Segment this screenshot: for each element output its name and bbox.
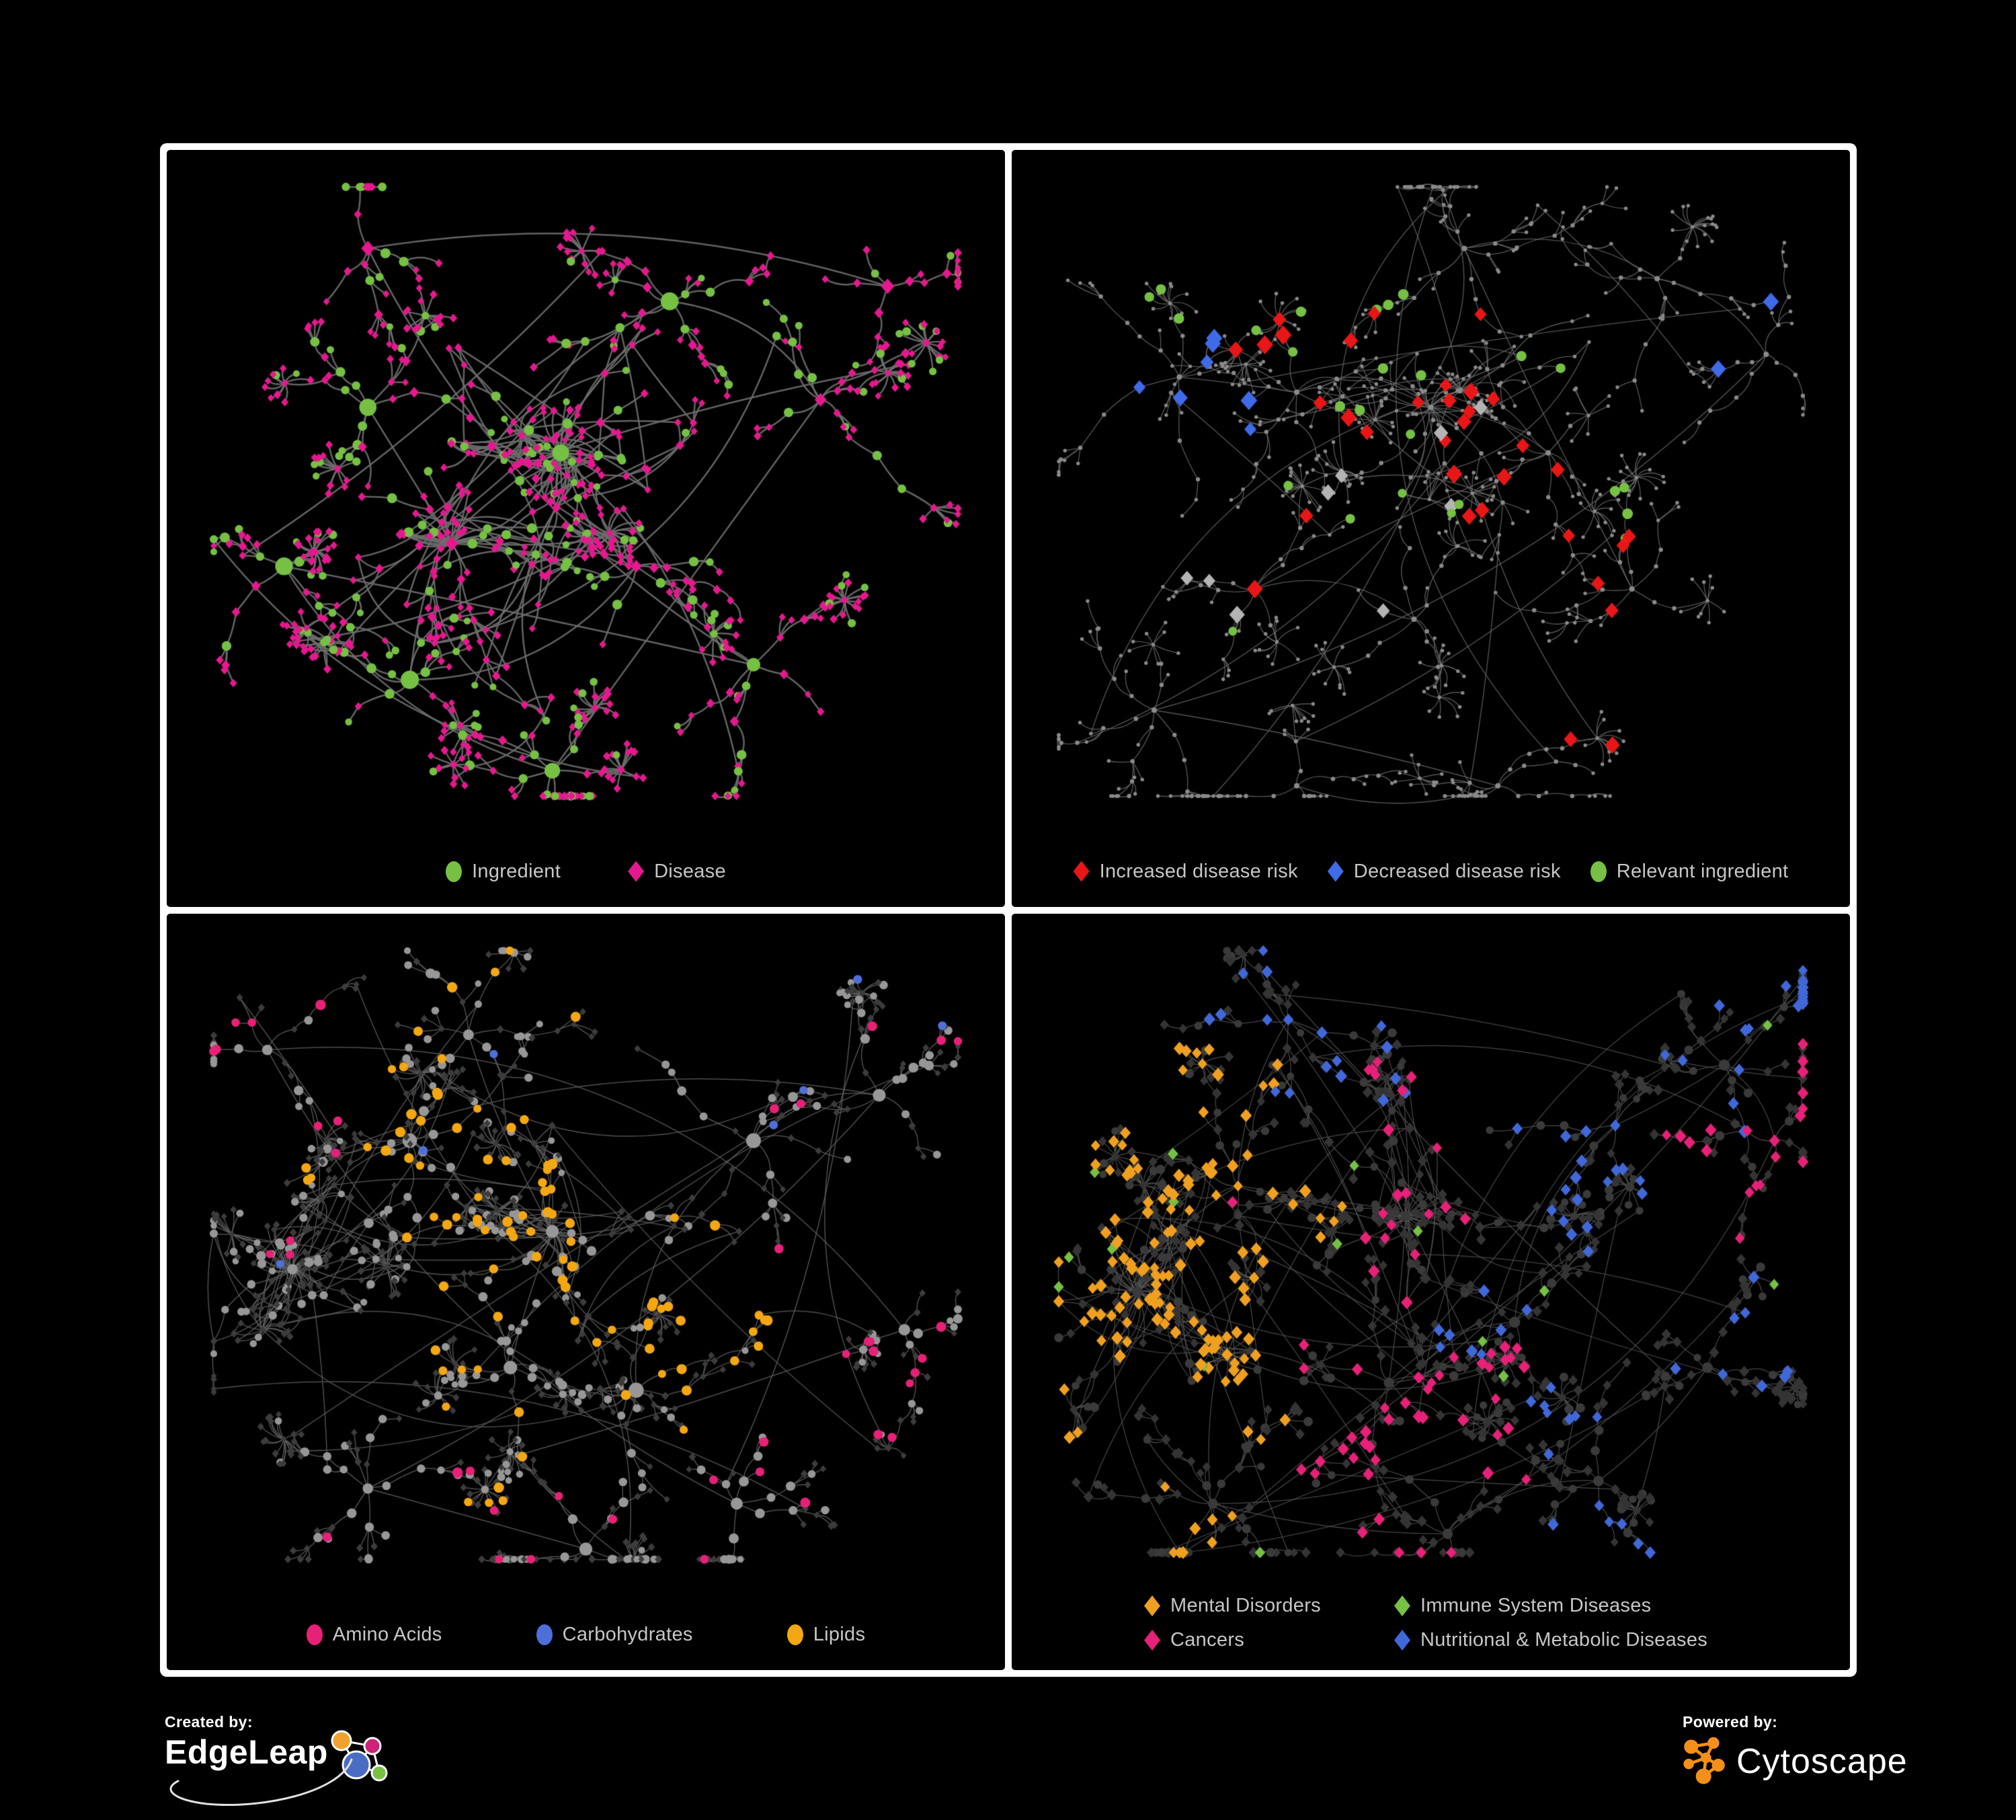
panel-nutrient-class: Amino Acids Carbohydrates Lipids [167, 913, 1005, 1670]
edgeleap-swoosh [169, 1758, 353, 1807]
legend-label-amino-acids: Amino Acids [332, 1624, 442, 1645]
decreased-risk-swatch-icon [1327, 861, 1344, 882]
panel-grid: Ingredient Disease Increased disease ris… [160, 143, 1857, 1677]
legend-label-disease: Disease [654, 860, 726, 882]
network-canvas-nutrient-class [167, 913, 1005, 1670]
ingredient-swatch-icon [446, 861, 462, 882]
legend-item-nutritional-metabolic-diseases: Nutritional & Metabolic Diseases [1394, 1629, 1707, 1651]
immune-system-diseases-swatch-icon [1394, 1595, 1410, 1616]
legend-item-disease: Disease [628, 861, 726, 883]
increased-risk-swatch-icon [1073, 861, 1090, 882]
legend-item-carbohydrates: Carbohydrates [536, 1624, 693, 1646]
legend-nutrient-class: Amino Acids Carbohydrates Lipids [167, 1624, 1005, 1646]
nutritional-metabolic-diseases-swatch-icon [1394, 1630, 1410, 1651]
edgeleap-wordmark: EdgeLeap [165, 1733, 328, 1771]
legend-item-ingredient: Ingredient [446, 861, 561, 883]
legend-item-mental-disorders: Mental Disorders [1144, 1595, 1394, 1617]
legend-label-carbohydrates: Carbohydrates [562, 1624, 693, 1645]
legend-item-lipids: Lipids [787, 1624, 866, 1646]
legend-label-mental-disorders: Mental Disorders [1170, 1595, 1321, 1616]
network-canvas-disease-risk [1012, 150, 1850, 907]
network-canvas-disease-class [1012, 913, 1850, 1670]
cytoscape-wordmark: Cytoscape [1736, 1742, 1908, 1781]
powered-by-label: Powered by: [1683, 1713, 1778, 1731]
legend-ingredient-disease: Ingredient Disease [167, 861, 1005, 883]
created-by-block: Created by: EdgeLeap [165, 1713, 401, 1807]
powered-by-block: Powered by: Cytoscape [1683, 1713, 1908, 1786]
legend-item-cancers: Cancers [1144, 1629, 1394, 1651]
legend-item-increased-risk: Increased disease risk [1073, 860, 1298, 883]
cytoscape-logo-icon [1683, 1737, 1725, 1784]
created-by-label: Created by: [165, 1713, 253, 1731]
legend-label-immune-system-diseases: Immune System Diseases [1420, 1595, 1652, 1616]
cancers-swatch-icon [1144, 1630, 1160, 1651]
legend-item-immune-system-diseases: Immune System Diseases [1394, 1595, 1707, 1617]
legend-disease-risk: Increased disease risk Decreased disease… [1012, 861, 1850, 883]
legend-label-relevant-ingredient: Relevant ingredient [1616, 860, 1789, 882]
legend-item-relevant-ingredient: Relevant ingredient [1590, 861, 1789, 883]
edgeleap-logo-icon [331, 1730, 388, 1782]
legend-item-decreased-risk: Decreased disease risk [1327, 860, 1561, 883]
legend-label-ingredient: Ingredient [472, 860, 561, 882]
legend-label-decreased-risk: Decreased disease risk [1353, 860, 1561, 882]
legend-item-amino-acids: Amino Acids [306, 1624, 442, 1646]
legend-label-nutritional-metabolic-diseases: Nutritional & Metabolic Diseases [1420, 1629, 1708, 1651]
panel-disease-class: Mental Disorders Immune System Diseases … [1012, 913, 1850, 1670]
relevant-ingredient-swatch-icon [1590, 861, 1607, 882]
carbohydrates-swatch-icon [536, 1624, 553, 1645]
disease-swatch-icon [628, 861, 645, 882]
panel-disease-risk: Increased disease risk Decreased disease… [1012, 150, 1850, 907]
panel-ingredient-disease: Ingredient Disease [167, 150, 1005, 907]
legend-disease-class: Mental Disorders Immune System Diseases … [1144, 1595, 1707, 1651]
network-canvas-ingredient-disease [167, 150, 1005, 907]
lipids-swatch-icon [787, 1624, 803, 1645]
legend-label-increased-risk: Increased disease risk [1099, 860, 1298, 882]
legend-label-lipids: Lipids [813, 1624, 866, 1645]
mental-disorders-swatch-icon [1144, 1595, 1160, 1616]
amino-acids-swatch-icon [306, 1624, 323, 1645]
legend-label-cancers: Cancers [1170, 1629, 1245, 1651]
